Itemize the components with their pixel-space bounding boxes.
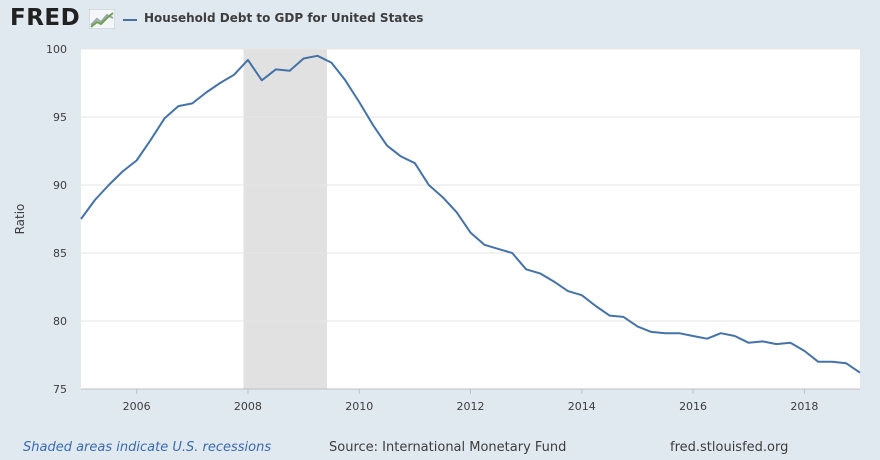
data-point (218, 81, 223, 86)
x-tick-label: 2010 (345, 400, 373, 413)
x-tick-label: 2018 (790, 400, 818, 413)
data-point (398, 154, 403, 159)
data-point (176, 104, 181, 109)
data-point (357, 100, 362, 105)
recession-note: Shaded areas indicate U.S. recessions (23, 440, 272, 455)
data-point (746, 340, 751, 345)
data-point (551, 279, 556, 284)
x-tick-label: 2006 (123, 400, 151, 413)
line-chart: 75 80 85 90 95 100 2006 2008 2010 2012 2014 2016 201… (13, 43, 863, 413)
y-tick-label: 85 (53, 247, 67, 260)
data-point (816, 359, 821, 364)
data-point (649, 329, 654, 334)
data-point (92, 197, 97, 202)
data-point (315, 53, 320, 58)
data-point (538, 271, 543, 276)
x-tick-label: 2008 (234, 400, 262, 413)
data-point (565, 289, 570, 294)
data-point (371, 123, 376, 128)
data-point (412, 161, 417, 166)
data-point (232, 72, 237, 77)
data-point (204, 90, 209, 95)
data-point (858, 370, 863, 375)
data-point (273, 67, 278, 72)
y-axis-label: Ratio (13, 204, 27, 235)
x-tick-label: 2012 (457, 400, 485, 413)
data-point (524, 267, 529, 272)
data-point (510, 251, 515, 256)
data-point (190, 101, 195, 106)
data-point (426, 183, 431, 188)
data-point (468, 230, 473, 235)
series-line (80, 54, 861, 374)
data-point (343, 78, 348, 83)
legend-label: Household Debt to GDP for United States (144, 11, 424, 25)
legend-swatch (123, 19, 137, 21)
recession-shade (243, 49, 327, 389)
data-point (259, 78, 264, 83)
trend-chart-icon (89, 9, 115, 29)
data-point (635, 324, 640, 329)
data-point (482, 242, 487, 247)
data-point (496, 246, 501, 251)
data-point (162, 116, 167, 121)
source-credit: Source: International Monetary Fund (329, 440, 567, 455)
y-tick-label: 95 (53, 111, 67, 124)
x-tick-label: 2016 (679, 400, 707, 413)
data-point (385, 143, 390, 148)
data-point (802, 348, 807, 353)
data-point (663, 331, 668, 336)
data-point (774, 342, 779, 347)
y-tick-label: 90 (53, 179, 67, 192)
data-point (440, 195, 445, 200)
data-point (329, 60, 334, 65)
data-point (301, 56, 306, 61)
data-point (718, 331, 723, 336)
header: FRED Household Debt to GDP for United St… (0, 0, 880, 40)
data-point (760, 339, 765, 344)
y-tick-label: 80 (53, 315, 67, 328)
data-point (677, 331, 682, 336)
data-point (844, 361, 849, 366)
data-point (830, 359, 835, 364)
site-url[interactable]: fred.stlouisfed.org (670, 440, 789, 455)
data-point (148, 138, 153, 143)
y-tick-label: 75 (53, 383, 67, 396)
y-tick-label: 100 (46, 43, 67, 56)
fred-logo[interactable]: FRED (10, 5, 81, 31)
data-point (732, 333, 737, 338)
data-point (245, 57, 250, 62)
data-point (621, 314, 626, 319)
data-point (691, 333, 696, 338)
data-point (106, 183, 111, 188)
x-tick-label: 2014 (568, 400, 596, 413)
data-point (79, 217, 84, 222)
data-point (607, 313, 612, 318)
data-point (134, 158, 139, 163)
data-point (593, 304, 598, 309)
data-point (788, 340, 793, 345)
data-point (287, 68, 292, 73)
data-point (579, 293, 584, 298)
data-point (704, 336, 709, 341)
plot-area (81, 49, 860, 389)
data-point (120, 169, 125, 174)
data-point (454, 210, 459, 215)
